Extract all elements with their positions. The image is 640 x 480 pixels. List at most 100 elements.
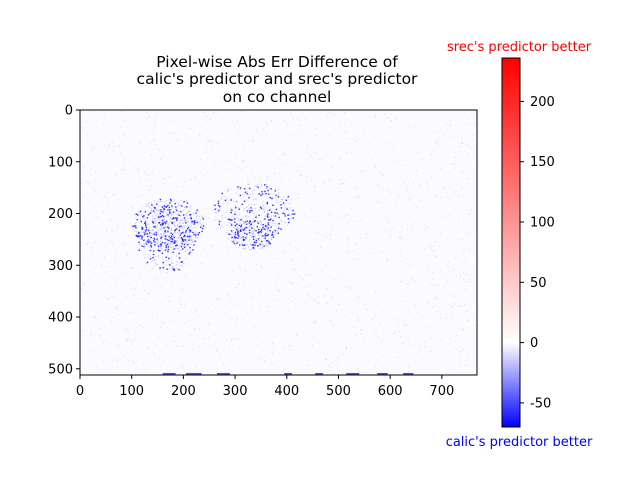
heatmap-cell	[143, 247, 145, 249]
heatmap-cell	[386, 259, 388, 261]
heatmap-cell	[263, 228, 265, 230]
heatmap-cell	[166, 242, 168, 244]
heatmap-cell	[252, 237, 254, 239]
heatmap-cell	[103, 110, 105, 112]
heatmap-cell	[229, 322, 231, 324]
heatmap-cell	[268, 197, 270, 199]
heatmap-cell	[209, 293, 211, 295]
heatmap-cell	[180, 250, 182, 252]
heatmap-cell	[233, 240, 235, 242]
heatmap-cell	[305, 286, 307, 288]
heatmap-cell	[181, 289, 183, 291]
heatmap-cell	[377, 336, 379, 338]
heatmap-cell	[289, 202, 291, 204]
heatmap-cell	[146, 111, 148, 113]
heatmap-cell	[463, 249, 465, 251]
heatmap-cell	[268, 240, 270, 243]
heatmap-cell	[280, 219, 282, 221]
heatmap-cell	[241, 218, 243, 220]
heatmap-cell	[323, 295, 325, 297]
heatmap-cell	[333, 372, 335, 374]
heatmap-cell	[246, 210, 248, 212]
heatmap-cell	[90, 192, 92, 194]
heatmap-cell	[154, 207, 156, 209]
heatmap-cell	[152, 313, 154, 315]
heatmap-cell	[250, 341, 252, 343]
heatmap-cell	[276, 224, 278, 226]
heatmap-cell	[406, 190, 408, 192]
heatmap-cell	[170, 240, 172, 243]
heatmap-cell	[465, 273, 467, 275]
heatmap-cell	[222, 273, 224, 275]
heatmap-cell	[412, 228, 414, 230]
heatmap-cell	[94, 240, 96, 242]
heatmap-cell	[215, 267, 217, 269]
heatmap-cell	[135, 213, 138, 215]
heatmap-cell	[186, 241, 188, 243]
heatmap-cell	[82, 226, 84, 228]
heatmap-cell	[335, 362, 337, 364]
heatmap-cell	[136, 253, 138, 255]
heatmap-cell	[266, 212, 268, 214]
heatmap-cell	[108, 200, 110, 202]
heatmap-cell	[316, 232, 318, 234]
heatmap-cell	[178, 222, 180, 224]
heatmap-cell	[177, 176, 179, 178]
heatmap-cell	[164, 238, 167, 240]
heatmap-cell	[339, 183, 341, 185]
heatmap-cell	[271, 239, 273, 241]
heatmap-cell	[195, 222, 197, 224]
heatmap-cell	[170, 244, 172, 246]
heatmap-cell	[377, 299, 379, 301]
heatmap-cell	[266, 240, 268, 242]
heatmap-cell	[230, 226, 232, 228]
x-tick-label: 0	[76, 384, 84, 399]
heatmap-cell	[402, 256, 404, 258]
heatmap-cell	[242, 238, 245, 241]
heatmap-cell	[155, 234, 157, 236]
heatmap-cell	[164, 226, 166, 228]
heatmap-cell	[211, 310, 213, 312]
heatmap-cell	[175, 210, 177, 212]
heatmap-cell	[274, 222, 276, 224]
heatmap-cell	[253, 233, 255, 235]
heatmap-cell	[190, 217, 192, 219]
heatmap-cell	[270, 238, 272, 240]
heatmap-cell	[139, 236, 141, 238]
heatmap-cell	[322, 182, 324, 184]
heatmap-cell	[270, 324, 272, 326]
heatmap-cell	[239, 228, 241, 230]
heatmap-cell	[134, 326, 136, 328]
heatmap-cell	[172, 154, 174, 156]
heatmap-cell	[124, 272, 126, 274]
heatmap-cell	[190, 142, 192, 144]
heatmap-cell	[274, 205, 276, 207]
heatmap-cell	[151, 229, 153, 231]
heatmap-cell	[87, 121, 89, 123]
heatmap-cell	[351, 149, 353, 151]
heatmap-cell	[181, 261, 183, 263]
heatmap-cell	[361, 169, 363, 171]
heatmap-cell	[330, 166, 332, 168]
heatmap-cell	[179, 222, 181, 224]
heatmap-cell	[430, 350, 432, 352]
heatmap-cell	[127, 253, 129, 255]
heatmap-cell	[182, 222, 184, 224]
heatmap-cell	[321, 202, 323, 204]
heatmap-cell	[144, 256, 146, 258]
heatmap-cell	[418, 215, 420, 217]
heatmap-cell	[169, 237, 172, 239]
heatmap-cell	[277, 213, 279, 215]
heatmap-cell	[274, 190, 276, 192]
heatmap-cell	[159, 229, 161, 231]
heatmap-cell	[153, 233, 156, 236]
heatmap-cell	[432, 328, 434, 330]
heatmap-cell	[249, 220, 251, 222]
heatmap-cell	[451, 179, 453, 181]
heatmap-cell	[325, 114, 327, 116]
heatmap-cell	[138, 233, 140, 235]
heatmap-cell	[143, 230, 145, 232]
heatmap-cell	[157, 249, 160, 251]
heatmap-cell	[183, 246, 186, 248]
